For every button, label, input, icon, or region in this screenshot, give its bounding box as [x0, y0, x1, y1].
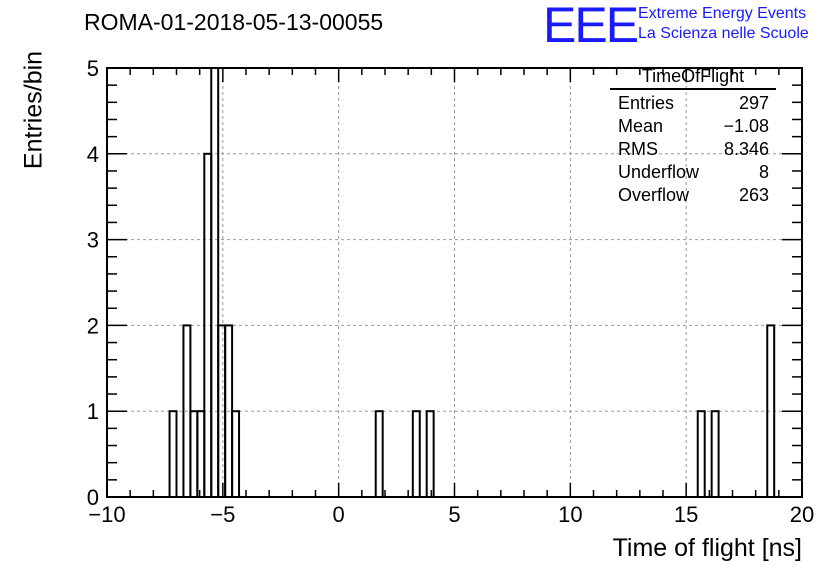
histogram-bin — [231, 410, 241, 499]
y-tick-label: 5 — [87, 56, 99, 81]
stat-row-underflow: Underflow 8 — [610, 161, 776, 184]
stat-label: RMS — [618, 139, 658, 159]
stat-row-rms: RMS 8.346 — [610, 138, 776, 161]
stat-label: Mean — [618, 116, 664, 136]
stats-box: TimeOfFlight Entries 297 Mean −1.08 RMS … — [610, 66, 776, 207]
x-tick-label: 15 — [674, 502, 698, 527]
chart-title: ROMA-01-2018-05-13-00055 — [84, 9, 384, 35]
y-tick-label: 0 — [87, 485, 99, 510]
histogram-bin — [196, 410, 206, 499]
x-tick-label: −5 — [210, 502, 235, 527]
logo-line-2: La Scienza nelle Scuole — [638, 25, 809, 42]
eee-logo: EEE — [543, 0, 639, 53]
x-tick-label: 20 — [790, 502, 814, 527]
stat-value: −1.08 — [723, 116, 769, 136]
y-tick-label: 3 — [87, 228, 99, 253]
stat-label: Underflow — [618, 162, 700, 182]
x-tick-label: 5 — [448, 502, 460, 527]
y-tick-label: 1 — [87, 399, 99, 424]
stat-row-overflow: Overflow 263 — [610, 184, 776, 207]
x-tick-label: 10 — [558, 502, 582, 527]
x-tick-label: 0 — [333, 502, 345, 527]
stat-value: 8.346 — [723, 139, 769, 159]
histogram-bin — [696, 410, 706, 499]
logo-line-1: Extreme Energy Events — [638, 5, 807, 22]
stats-title: TimeOfFlight — [610, 66, 776, 90]
histogram-bin — [168, 410, 178, 499]
stat-row-mean: Mean −1.08 — [610, 115, 776, 138]
y-tick-label: 4 — [87, 142, 99, 167]
y-tick-label: 2 — [87, 313, 99, 338]
histogram-bin — [374, 410, 384, 499]
histogram-bin — [189, 410, 199, 499]
histogram-bin — [425, 410, 435, 499]
y-axis-label: Entries/bin — [19, 50, 48, 170]
stat-value: 8 — [758, 162, 769, 182]
histogram-bin — [210, 67, 220, 498]
stat-row-entries: Entries 297 — [610, 92, 776, 115]
x-axis-label: Time of flight [ns] — [612, 534, 802, 562]
stat-value: 297 — [738, 93, 769, 113]
stat-label: Entries — [618, 93, 675, 113]
histogram-bin — [411, 410, 421, 499]
histogram-bin — [710, 410, 720, 499]
x-tick-label: −10 — [88, 502, 125, 527]
stat-label: Overflow — [618, 185, 690, 205]
stat-value: 263 — [738, 185, 769, 205]
